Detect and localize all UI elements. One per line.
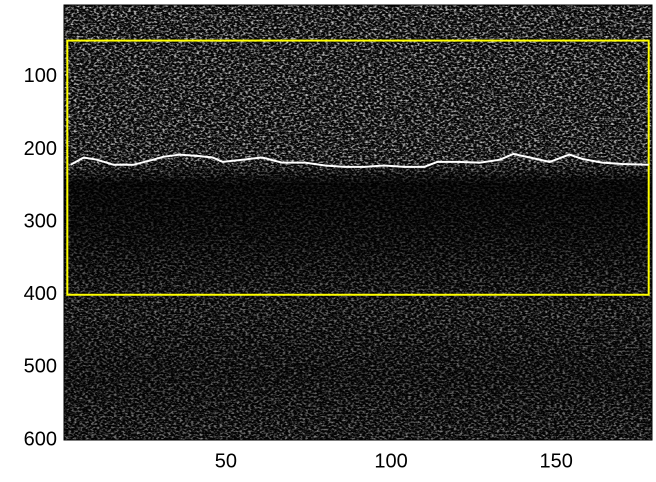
y-tick-label: 600 <box>24 428 57 450</box>
chart: 100 200 300 400 500 600 50 100 150 <box>0 0 656 477</box>
x-tick-label: 50 <box>215 450 237 472</box>
y-tick-label: 400 <box>24 283 57 305</box>
y-tick-label: 500 <box>24 356 57 378</box>
y-tick-label: 200 <box>24 138 57 160</box>
x-tick-label: 100 <box>374 450 407 472</box>
y-tick-label: 100 <box>24 65 57 87</box>
image-shade <box>64 5 652 440</box>
y-tick-label: 300 <box>24 210 57 232</box>
image <box>64 5 652 440</box>
x-tick-label: 150 <box>540 450 573 472</box>
